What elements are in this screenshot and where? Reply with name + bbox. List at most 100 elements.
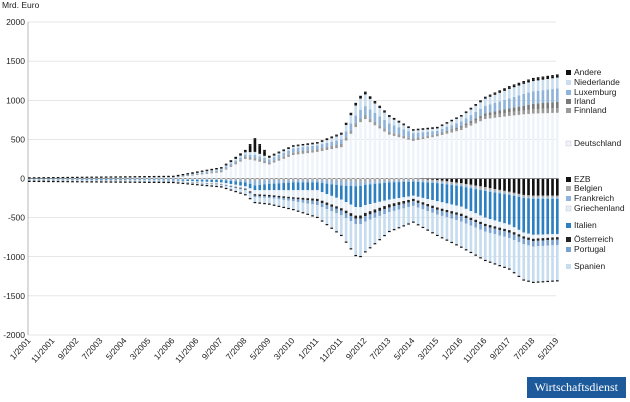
total-marker-positive xyxy=(488,94,492,96)
bar-segment-negative xyxy=(402,201,406,204)
total-marker-positive xyxy=(508,86,511,88)
total-marker-negative xyxy=(464,249,468,251)
total-marker-positive xyxy=(220,167,223,169)
bar-segment-negative xyxy=(287,190,290,197)
bar-segment-negative xyxy=(143,179,146,181)
bar-segment-positive xyxy=(378,116,382,126)
bar-segment-positive xyxy=(479,101,482,103)
bar-segment-positive xyxy=(234,158,238,161)
bar-segment-positive xyxy=(244,151,247,153)
bar-segment-negative xyxy=(488,190,492,192)
total-marker-positive xyxy=(464,111,468,113)
bar-segment-positive xyxy=(340,134,343,140)
bar-segment-negative xyxy=(464,223,468,250)
bar-segment-negative xyxy=(464,218,468,224)
bar-segment-negative xyxy=(373,178,377,182)
bar-segment-negative xyxy=(162,178,166,180)
bar-segment-negative xyxy=(340,215,343,235)
total-marker-positive xyxy=(124,176,127,178)
bar-segment-negative xyxy=(349,215,353,222)
bar-segment-negative xyxy=(95,178,98,180)
bar-segment-negative xyxy=(364,184,367,206)
bar-segment-negative xyxy=(445,182,449,185)
total-marker-positive xyxy=(359,95,362,97)
bar-segment-negative xyxy=(162,179,166,181)
total-marker-negative xyxy=(85,181,89,183)
bar-segment-positive xyxy=(416,140,420,179)
bar-segment-negative xyxy=(138,179,142,181)
bar-segment-negative xyxy=(508,237,511,269)
bar-segment-negative xyxy=(541,245,545,282)
legend-swatch xyxy=(566,237,571,242)
bar-segment-positive xyxy=(388,132,391,135)
bar-segment-negative xyxy=(556,197,559,199)
bar-segment-positive xyxy=(239,155,242,158)
bar-segment-positive xyxy=(263,161,266,164)
bar-segment-negative xyxy=(378,207,382,211)
bar-segment-negative xyxy=(263,190,266,195)
bar-segment-negative xyxy=(234,188,238,192)
bar-segment-negative xyxy=(268,198,271,204)
bar-segment-negative xyxy=(335,180,338,185)
bar-segment-positive xyxy=(234,164,238,179)
bar-segment-positive xyxy=(325,142,329,148)
total-marker-positive xyxy=(416,128,420,130)
bar-segment-positive xyxy=(325,140,329,143)
bar-segment-negative xyxy=(383,178,386,182)
bar-segment-negative xyxy=(512,232,516,235)
total-marker-negative xyxy=(277,205,281,207)
bar-segment-positive xyxy=(431,131,434,135)
total-marker-negative xyxy=(431,232,434,234)
bar-segment-positive xyxy=(340,144,343,148)
bar-segment-negative xyxy=(349,181,353,186)
bar-segment-positive xyxy=(450,132,454,179)
bar-segment-positive xyxy=(479,108,482,117)
bar-segment-positive xyxy=(532,91,535,104)
bar-segment-positive xyxy=(330,141,334,147)
bar-segment-positive xyxy=(450,129,454,131)
bar-segment-negative xyxy=(340,210,343,216)
bar-segment-negative xyxy=(536,238,540,241)
bar-segment-negative xyxy=(349,221,353,249)
bar-segment-negative xyxy=(330,204,334,207)
bar-segment-negative xyxy=(224,179,228,181)
x-tick-label: 3/2015 xyxy=(416,335,441,361)
total-marker-negative xyxy=(292,209,295,211)
bar-segment-positive xyxy=(474,105,478,106)
bar-segment-negative xyxy=(292,197,295,199)
total-marker-positive xyxy=(484,96,487,98)
bar-segment-negative xyxy=(80,179,84,180)
bar-segment-negative xyxy=(253,190,257,195)
bar-segment-negative xyxy=(484,189,487,192)
bar-segment-negative xyxy=(474,213,478,220)
bar-segment-negative xyxy=(512,240,516,273)
bar-segment-positive xyxy=(296,147,300,152)
bar-segment-positive xyxy=(368,109,372,119)
bar-segment-positive xyxy=(344,123,348,125)
bar-segment-positive xyxy=(354,105,358,116)
total-marker-positive xyxy=(320,140,324,142)
total-marker-negative xyxy=(479,257,482,259)
bar-segment-negative xyxy=(306,180,310,183)
bar-segment-negative xyxy=(359,178,362,182)
bar-segment-positive xyxy=(421,139,425,179)
bar-segment-positive xyxy=(167,177,170,179)
total-marker-negative xyxy=(296,210,300,212)
bar-segment-negative xyxy=(359,185,362,208)
bar-segment-negative xyxy=(320,183,324,193)
bar-segment-positive xyxy=(532,113,535,179)
bar-segment-positive xyxy=(556,108,559,113)
bar-segment-negative xyxy=(378,181,382,184)
bar-segment-negative xyxy=(498,178,502,190)
bar-segment-negative xyxy=(551,197,554,199)
bar-segment-negative xyxy=(368,219,372,248)
bar-segment-positive xyxy=(464,118,468,124)
bar-segment-positive xyxy=(368,97,372,99)
bar-segment-negative xyxy=(556,237,559,240)
bar-segment-negative xyxy=(479,178,482,187)
bar-segment-negative xyxy=(210,179,214,180)
bar-segment-negative xyxy=(431,208,434,213)
bar-segment-negative xyxy=(176,179,180,181)
bar-segment-negative xyxy=(311,180,314,183)
bar-segment-negative xyxy=(244,180,247,183)
